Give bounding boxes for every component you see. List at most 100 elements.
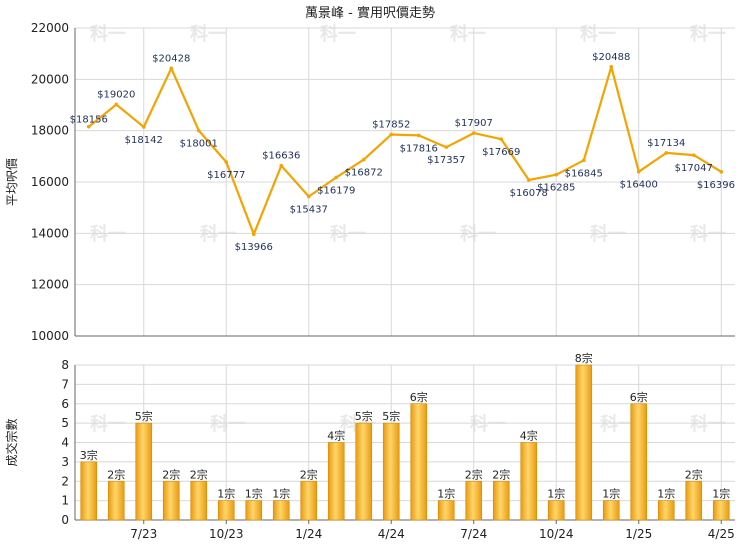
price-data-label: $18142 (125, 135, 163, 146)
volume-bar (630, 403, 648, 521)
watermark-text: 科一 (600, 413, 636, 435)
price-y-tick-label: 22000 (31, 21, 69, 35)
volume-bar (465, 480, 483, 521)
price-point (581, 158, 586, 163)
price-point (526, 178, 531, 182)
watermark-text: 科一 (330, 223, 366, 245)
x-tick-label: 7/24 (460, 527, 487, 541)
volume-bar (245, 500, 263, 521)
price-data-label: $16400 (620, 180, 658, 191)
price-point (691, 153, 696, 157)
x-tick-label: 10/23 (209, 527, 244, 541)
price-y-tick-label: 12000 (31, 278, 69, 292)
chart-title: 萬景峰 - 實用呎價走勢 (305, 5, 435, 21)
price-point (361, 157, 366, 162)
volume-y-axis-label: 成交宗數 (4, 418, 19, 466)
x-tick-label: 7/23 (130, 527, 157, 541)
watermark-text: 科一 (190, 23, 226, 45)
price-data-label: $16285 (537, 183, 575, 194)
volume-bar (382, 422, 400, 521)
price-point (471, 131, 476, 135)
volume-bar (685, 480, 703, 521)
price-data-label: $15437 (290, 204, 328, 215)
volume-data-label: 6宗 (630, 390, 648, 404)
price-point (444, 145, 449, 149)
volume-data-label: 2宗 (685, 467, 703, 481)
price-data-label: $16636 (262, 151, 300, 162)
price-point (609, 65, 614, 69)
volume-bar (272, 500, 290, 521)
price-data-label: $17134 (647, 138, 685, 149)
volume-y-tick-label: 8 (61, 358, 69, 372)
volume-y-tick-label: 1 (61, 494, 69, 508)
price-point (279, 163, 284, 168)
x-tick-label: 1/24 (295, 527, 322, 541)
volume-y-tick-label: 3 (61, 455, 69, 469)
watermark-text: 科一 (690, 413, 726, 435)
price-y-axis-label: 平均呎價 (5, 158, 19, 206)
price-point (664, 151, 669, 155)
volume-bar (107, 480, 125, 521)
volume-data-label: 2宗 (492, 467, 510, 481)
volume-bar (492, 480, 510, 521)
price-y-tick-label: 14000 (31, 226, 69, 240)
price-point (306, 194, 311, 199)
volume-data-label: 3宗 (80, 448, 98, 462)
volume-data-label: 5宗 (135, 409, 153, 423)
price-point (499, 137, 504, 141)
volume-data-label: 2宗 (300, 467, 318, 481)
volume-data-label: 1宗 (657, 487, 675, 501)
volume-bar (520, 442, 538, 521)
price-data-label: $16396 (697, 180, 735, 191)
price-data-label: $20428 (152, 53, 190, 64)
volume-data-label: 5宗 (382, 409, 400, 423)
price-point (141, 125, 146, 129)
price-point (389, 132, 394, 137)
volume-bar (547, 500, 565, 521)
price-point (636, 169, 641, 174)
volume-data-label: 6宗 (410, 390, 428, 404)
price-data-label: $17669 (482, 147, 520, 158)
price-data-label: $16777 (207, 170, 245, 181)
watermark-text: 科一 (210, 413, 246, 435)
price-y-tick-label: 18000 (31, 124, 69, 138)
price-point (114, 102, 119, 107)
volume-y-tick-label: 4 (61, 436, 69, 450)
watermark-text: 科一 (470, 413, 506, 435)
volume-y-tick-label: 7 (61, 377, 69, 391)
volume-data-label: 2宗 (162, 467, 180, 481)
volume-bar (602, 500, 620, 521)
watermark-text: 科一 (460, 223, 496, 245)
price-y-tick-label: 16000 (31, 175, 69, 189)
volume-bar (162, 480, 180, 521)
volume-bar (712, 500, 730, 521)
price-data-label: $13966 (235, 242, 273, 253)
volume-data-label: 2宗 (190, 467, 208, 481)
price-point (334, 175, 339, 180)
price-point (719, 170, 724, 174)
volume-data-label: 8宗 (575, 351, 593, 365)
volume-data-label: 2宗 (465, 467, 483, 481)
watermark-text: 科一 (200, 223, 236, 245)
price-data-label: $17852 (372, 119, 410, 130)
volume-bar (190, 480, 208, 521)
volume-data-label: 2宗 (107, 467, 125, 481)
volume-bar (575, 364, 593, 521)
price-data-label: $16872 (345, 168, 383, 179)
volume-bar-panel: 0 1 2 3 4 5 6 7 8 成交宗數 3宗 2宗 5宗 2宗 2宗 1宗 1宗 1宗 2宗 4宗 5宗 5宗 6宗 1… (4, 351, 735, 541)
volume-data-label: 4宗 (327, 429, 345, 443)
watermark-text: 科一 (450, 23, 486, 45)
price-point (251, 232, 256, 237)
x-tick-label: 10/24 (539, 527, 574, 541)
price-point (554, 172, 559, 177)
volume-bar (410, 403, 428, 521)
price-point (86, 124, 91, 129)
price-point (224, 160, 229, 164)
price-data-label: $16078 (510, 188, 548, 199)
volume-bar (135, 422, 153, 521)
volume-data-label: 1宗 (437, 487, 455, 501)
volume-data-label: 5宗 (355, 409, 373, 423)
price-point (196, 128, 201, 133)
